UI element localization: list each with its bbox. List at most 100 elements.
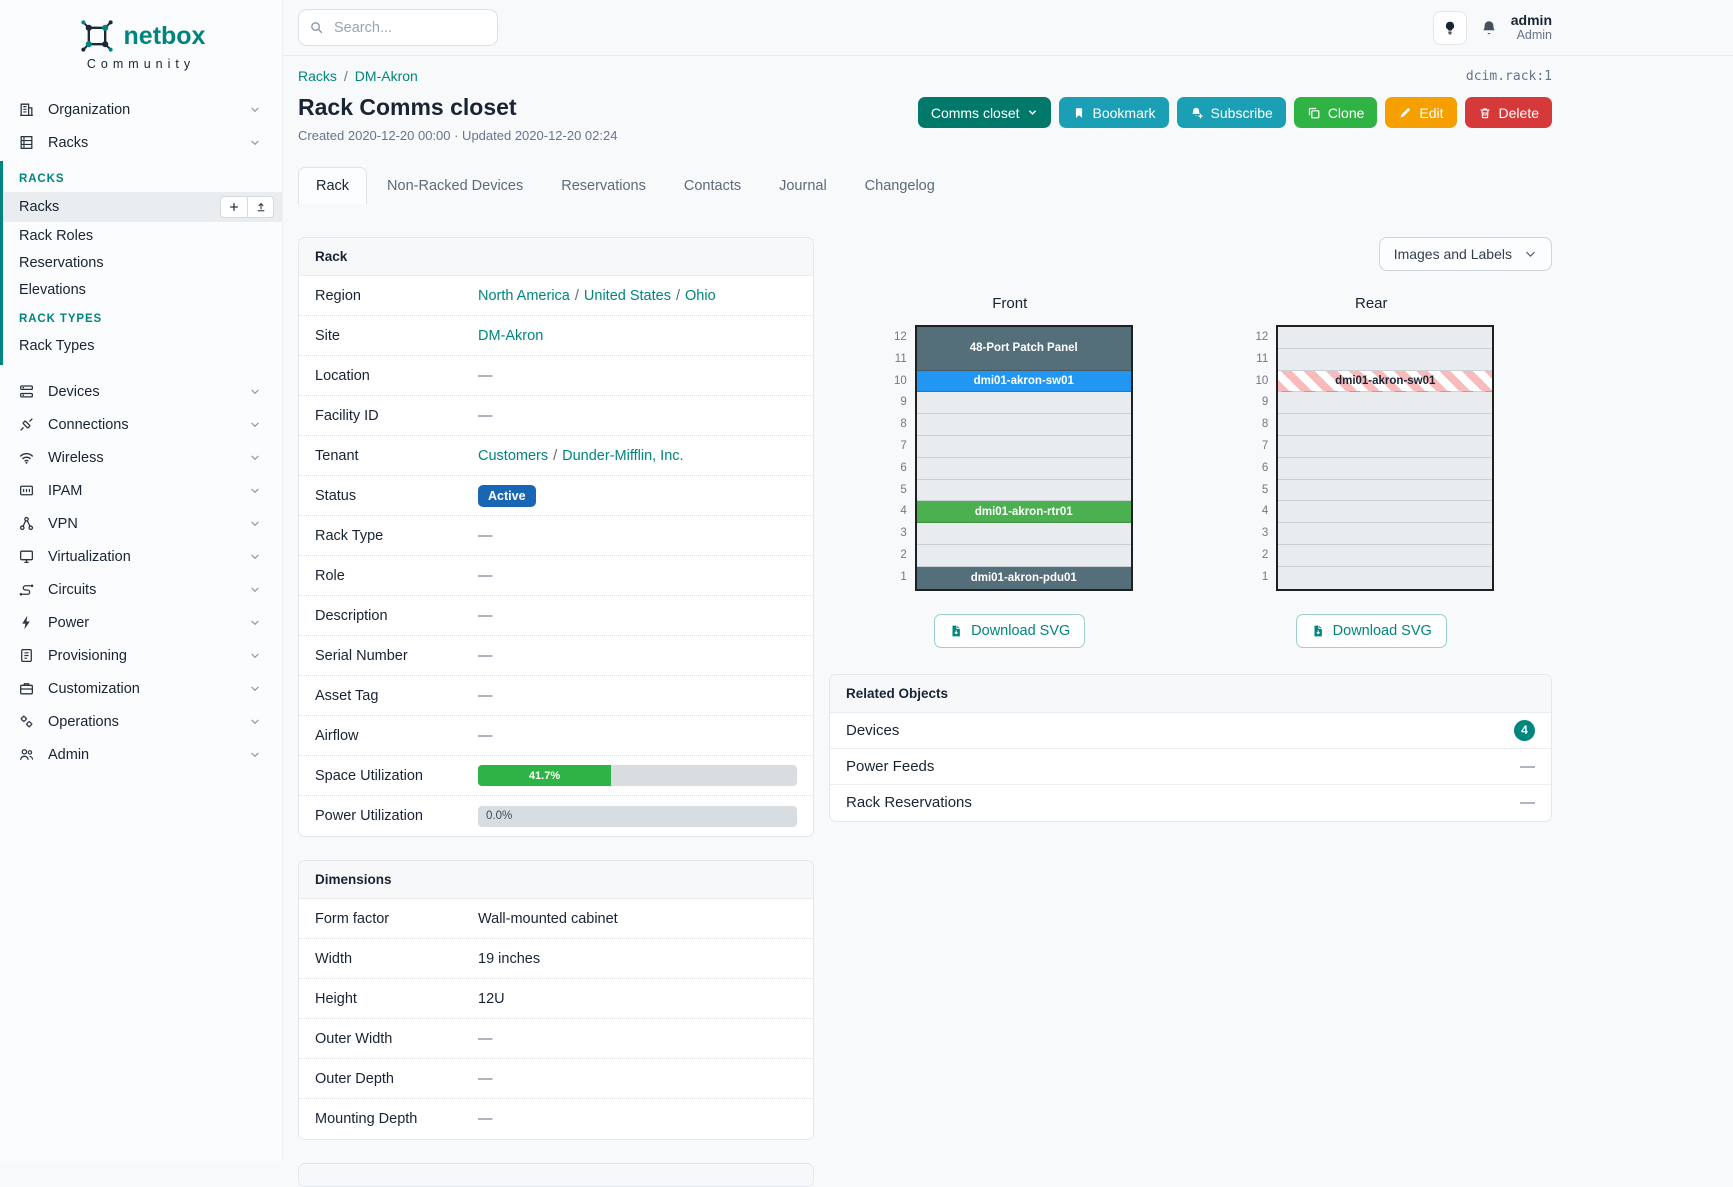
sidebar-item-provisioning[interactable]: Provisioning [0,639,282,672]
unit-number: 6 [900,461,907,474]
elevation-view-select[interactable]: Images and Labels [1378,237,1552,271]
rack-empty-slot[interactable] [1278,501,1493,524]
rack-empty-slot[interactable] [916,392,1131,415]
breadcrumb-link[interactable]: DM-Akron [354,68,418,84]
sidebar-subitem-elevations[interactable]: Elevations [3,276,282,303]
rack-empty-slot[interactable] [1278,544,1493,567]
device-dropdown-button[interactable]: Comms closet [917,97,1051,128]
rack-empty-slot[interactable] [916,544,1131,567]
sidebar-subitem-label: Elevations [19,281,86,298]
sidebar-item-vpn[interactable]: VPN [0,507,282,540]
rack-device-slot[interactable]: 48-Port Patch Panel [916,327,1131,371]
sidebar-item-operations[interactable]: Operations [0,705,282,738]
object-id: dcim.rack:1 [1465,68,1552,84]
value-link[interactable]: United States [583,287,671,304]
import-button[interactable] [247,196,274,218]
theme-toggle-button[interactable] [1432,10,1467,45]
value-link[interactable]: Ohio [685,287,716,304]
rack-empty-slot[interactable] [916,435,1131,458]
sidebar-item-wireless[interactable]: Wireless [0,441,282,474]
tab-journal[interactable]: Journal [779,178,827,194]
download-svg-front-button[interactable]: Download SVG [934,613,1086,648]
value-link[interactable]: Customers [478,447,549,464]
rack-empty-slot[interactable] [1278,479,1493,502]
related-objects-title: Related Objects [830,674,1551,713]
delete-button[interactable]: Delete [1464,97,1552,128]
rack-empty-slot[interactable] [1278,327,1493,349]
clone-button[interactable]: Clone [1293,97,1378,128]
rack-device-slot[interactable]: dmi01-akron-rtr01 [916,501,1131,524]
wireless-icon [18,449,35,466]
subscribe-button[interactable]: Subscribe [1176,97,1286,128]
search-input[interactable] [332,18,487,37]
bookmark-button[interactable]: Bookmark [1058,97,1169,128]
rack-empty-slot[interactable] [1278,523,1493,545]
empty-value: — [478,567,493,584]
user-menu[interactable]: admin Admin [1511,12,1552,44]
unit-number: 7 [900,439,907,452]
rack-empty-slot[interactable] [1278,435,1493,458]
tab-reservations[interactable]: Reservations [561,178,646,194]
sidebar-subitem-rack-types[interactable]: Rack Types [3,332,282,359]
value-link[interactable]: North America [478,287,570,304]
sidebar-subitem-rack-roles[interactable]: Rack Roles [3,222,282,249]
rack-empty-slot[interactable] [916,457,1131,480]
chevron-down-icon [248,715,262,729]
sidebar-item-organization[interactable]: Organization [0,93,282,126]
sidebar-subitem-reservations[interactable]: Reservations [3,249,282,276]
sidebar-item-racks[interactable]: Racks [0,126,282,159]
sidebar-subitem-racks[interactable]: Racks [3,192,282,222]
notifications-bell-icon[interactable] [1480,19,1498,37]
row-label: Mounting Depth [315,1111,418,1127]
value-text: 12U [478,990,505,1007]
rack-device-slot[interactable]: dmi01-akron-sw01 [916,370,1131,393]
logo-area[interactable]: netbox Community [0,0,282,79]
value-link[interactable]: DM-Akron [478,327,544,344]
sidebar-item-customization[interactable]: Customization [0,672,282,705]
rack-empty-slot[interactable] [1278,392,1493,415]
related-object-row[interactable]: Devices 4 [830,713,1551,749]
sidebar-subitem-label: Rack Roles [19,227,94,244]
related-object-row[interactable]: Rack Reservations — [830,785,1551,821]
table-row: Location — [299,356,813,396]
rack-empty-slot[interactable] [1278,348,1493,371]
sidebar-item-connections[interactable]: Connections [0,408,282,441]
sidebar-item-ipam[interactable]: IPAM [0,474,282,507]
rack-empty-slot[interactable] [916,479,1131,502]
rack-device-slot[interactable]: dmi01-akron-sw01 [1278,370,1493,393]
rack-device-slot[interactable]: dmi01-akron-pdu01 [916,566,1131,589]
tab-rack[interactable]: Rack [298,167,368,204]
netbox-logo-icon [80,20,113,52]
row-label: Description [315,607,388,624]
row-value: — [478,1031,797,1047]
breadcrumb-link[interactable]: Racks [298,68,337,84]
related-object-row[interactable]: Power Feeds — [830,749,1551,785]
chevron-down-icon [248,616,262,630]
value-link[interactable]: Dunder-Mifflin, Inc. [562,447,684,464]
table-row: Description — [299,596,813,636]
sidebar-item-admin[interactable]: Admin [0,738,282,771]
row-value: Wall-mounted cabinet [478,911,797,927]
rack-empty-slot[interactable] [1278,566,1493,589]
edit-button[interactable]: Edit [1385,97,1457,128]
unit-number: 10 [893,374,907,387]
rack-empty-slot[interactable] [1278,457,1493,480]
status-badge: Active [478,484,536,507]
rear-elevation: Rear 12 11 10 9 8 7 6 5 4 3 2 1 dmi01-akron-sw01 [1191,295,1553,591]
sidebar-item-devices[interactable]: Devices [0,375,282,408]
sidebar-item-circuits[interactable]: Circuits [0,573,282,606]
rack-empty-slot[interactable] [916,523,1131,545]
table-row: Serial Number — [299,636,813,676]
download-svg-rear-button[interactable]: Download SVG [1295,613,1447,648]
rack-empty-slot[interactable] [916,414,1131,436]
tab-contacts[interactable]: Contacts [683,178,742,194]
tab-changelog[interactable]: Changelog [864,178,935,194]
add-button[interactable] [220,196,247,218]
tab-non-racked-devices[interactable]: Non-Racked Devices [387,178,524,194]
sidebar-item-virtualization[interactable]: Virtualization [0,540,282,573]
rack-empty-slot[interactable] [1278,414,1493,436]
sidebar-item-power[interactable]: Power [0,606,282,639]
trash-icon [1480,107,1489,118]
related-object-label: Rack Reservations [846,794,972,812]
